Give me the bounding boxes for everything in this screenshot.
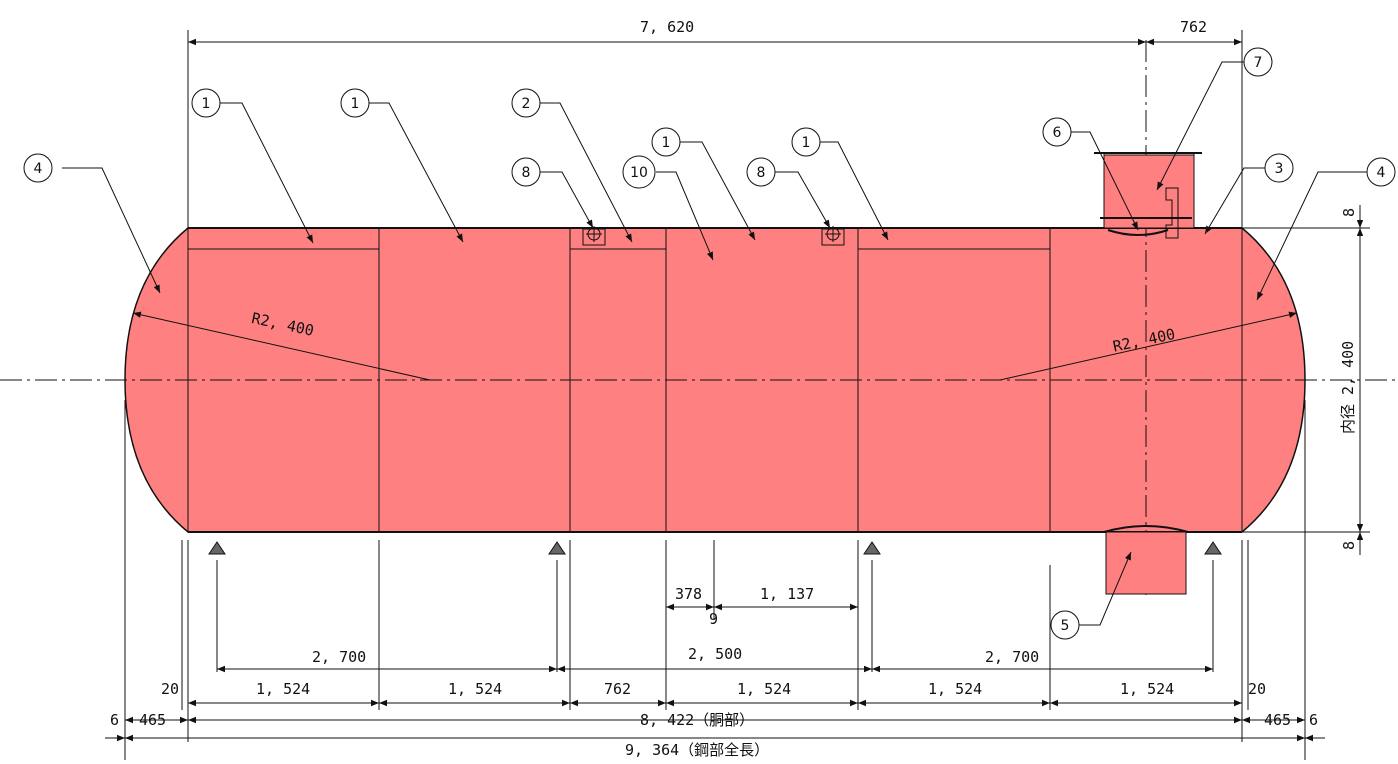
dim-segment-4: 1, 524 — [737, 680, 791, 698]
dim-1137: 1, 137 — [760, 585, 814, 603]
callout-1a: 1 — [202, 96, 211, 112]
callout-4-left: 4 — [34, 161, 43, 177]
radius-line-right — [999, 311, 1298, 381]
radius-line-left — [132, 311, 431, 381]
dim-shell-length: 8, 422（胴部） — [640, 711, 754, 729]
supports — [208, 541, 1222, 555]
callout-leaders — [62, 61, 1367, 626]
dim-top-overall: 7, 620 — [640, 18, 694, 36]
manhole-top — [1094, 152, 1202, 239]
dim-top-right: 762 — [1180, 18, 1207, 36]
callout-1d: 1 — [802, 135, 811, 151]
callout-bubbles — [23, 47, 1396, 640]
dim-support-left: 2, 700 — [312, 648, 366, 666]
dim-inner-diameter: 内径 2, 400 — [1339, 341, 1357, 434]
lifting-lug-right — [821, 226, 845, 246]
dim-edge-left: 6 — [110, 711, 119, 729]
dim-head-right: 465 — [1264, 711, 1291, 729]
callout-2: 2 — [522, 96, 531, 112]
callout-7: 7 — [1254, 55, 1263, 71]
callout-6: 6 — [1053, 125, 1062, 141]
dim-total-length: 9, 364（鋼部全長） — [625, 741, 769, 759]
callout-8a: 8 — [522, 165, 531, 181]
dim-9: 9 — [709, 610, 718, 628]
dim-segment-5: 1, 524 — [928, 680, 982, 698]
top-dimensions — [187, 30, 1243, 228]
right-dimensions — [1242, 205, 1370, 555]
dim-thickness-bottom: 8 — [1340, 541, 1358, 550]
dim-segment-1: 1, 524 — [256, 680, 310, 698]
dim-thickness-top: 8 — [1340, 208, 1358, 217]
callout-10: 10 — [630, 165, 648, 181]
dim-gap-left: 20 — [161, 680, 179, 698]
dim-segment-6: 1, 524 — [1120, 680, 1174, 698]
callout-5: 5 — [1061, 618, 1070, 634]
dim-segment-2: 1, 524 — [448, 680, 502, 698]
lifting-lug-left — [582, 226, 606, 246]
dim-support-mid: 2, 500 — [688, 645, 742, 663]
callout-3: 3 — [1275, 161, 1284, 177]
callout-1c: 1 — [662, 135, 671, 151]
dim-segment-3: 762 — [604, 680, 631, 698]
dim-support-right: 2, 700 — [985, 648, 1039, 666]
sump-bottom — [1103, 525, 1189, 595]
dim-head-left: 465 — [139, 711, 166, 729]
callout-8b: 8 — [757, 165, 766, 181]
callout-4-right: 4 — [1377, 165, 1386, 181]
dim-gap-right: 20 — [1248, 680, 1266, 698]
lower-extension-lines — [124, 400, 1306, 760]
callout-1b: 1 — [351, 96, 360, 112]
dim-edge-right: 6 — [1309, 711, 1318, 729]
dim-378: 378 — [675, 585, 702, 603]
